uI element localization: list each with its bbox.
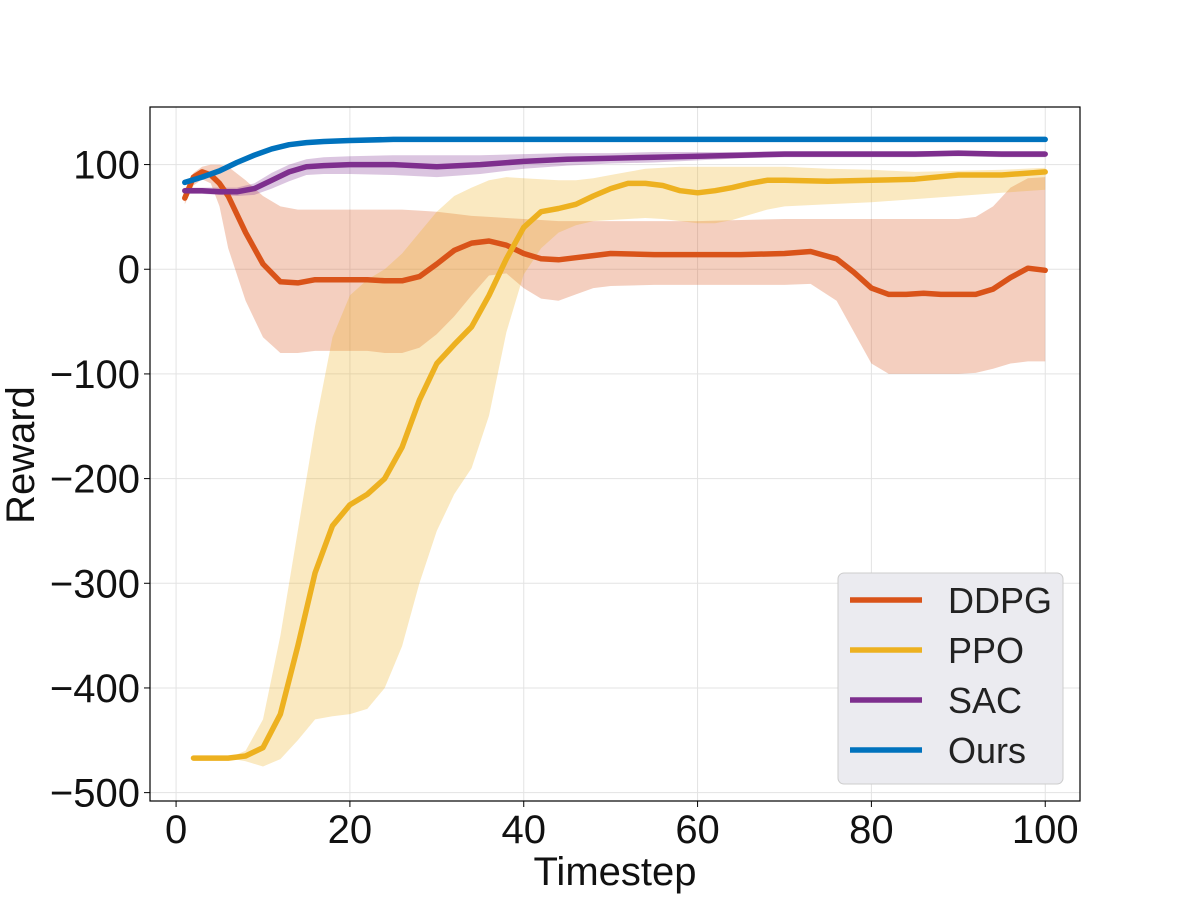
x-tick-label: 80 xyxy=(849,808,894,852)
x-tick-label: 100 xyxy=(1012,808,1079,852)
x-tick-label: 60 xyxy=(675,808,720,852)
legend-label-ddpg: DDPG xyxy=(948,580,1052,621)
y-tick-label: −100 xyxy=(50,353,140,397)
legend-label-ours: Ours xyxy=(948,730,1026,771)
y-tick-label: 0 xyxy=(118,248,140,292)
x-tick-label: 20 xyxy=(328,808,373,852)
legend-label-sac: SAC xyxy=(948,680,1022,721)
y-tick-label: −400 xyxy=(50,667,140,711)
y-tick-label: 100 xyxy=(73,144,140,188)
legend: DDPG PPO SAC Ours xyxy=(837,572,1064,785)
plot-area-frame xyxy=(149,106,1081,802)
y-axis-label: Reward xyxy=(0,386,43,524)
ours-series-line xyxy=(182,136,1048,186)
series-lines xyxy=(182,136,1048,761)
y-tick-label: −500 xyxy=(50,772,140,816)
y-tick-label: −200 xyxy=(50,458,140,502)
ddpg-series-line xyxy=(182,169,1048,298)
x-axis-ticks: 0 20 40 60 80 100 xyxy=(165,801,1079,852)
sac-series-line xyxy=(182,150,1048,195)
x-tick-label: 40 xyxy=(501,808,546,852)
ppo-series-line xyxy=(190,169,1048,761)
x-axis-label: Timestep xyxy=(533,850,696,894)
ppo-confidence-band xyxy=(193,166,1046,767)
ddpg-confidence-band xyxy=(184,164,1046,374)
x-tick-label: 0 xyxy=(165,808,187,852)
y-tick-label: −300 xyxy=(50,562,140,606)
y-axis-ticks: 100 0 −100 −200 −300 −400 −500 xyxy=(50,144,150,816)
legend-box xyxy=(837,572,1064,785)
legend-label-ppo: PPO xyxy=(948,630,1024,671)
